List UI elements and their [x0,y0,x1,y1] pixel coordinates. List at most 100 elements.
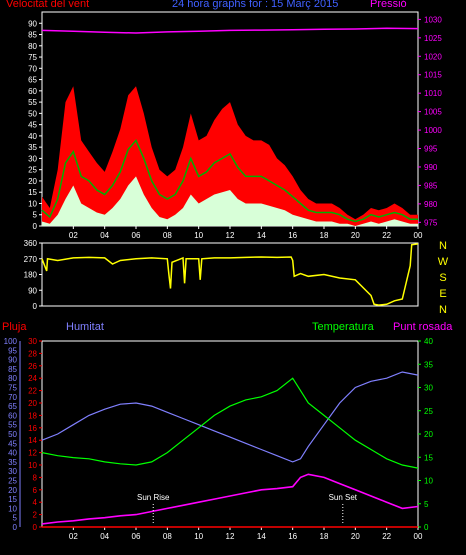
humidity-x-tick-label-20: 20 [351,532,360,541]
direction-y-tick-label-0: 0 [33,302,38,311]
wind-pressure-chart: 0510152025303540455055606570758085909759… [28,11,442,240]
wind-y-tick-label-75: 75 [28,53,37,62]
compass-s: S [439,272,447,284]
humidity-x-tick-label-16: 16 [288,532,297,541]
temp-y-tick-label-12: 12 [28,449,37,458]
sunset-label: Sun Set [329,493,358,502]
compass-w: W [437,256,449,268]
pressure-y-tick-label-980: 980 [424,200,438,209]
wind-x-tick-label-16: 16 [288,231,297,240]
rain-y-tick-label-0: 0 [13,523,18,532]
wind-y-tick-label-45: 45 [28,121,37,130]
pressure-y-tick-label-1010: 1010 [424,89,442,98]
temp-y-tick-label-18: 18 [28,411,37,420]
humidity-x-tick-label-02: 02 [69,532,78,541]
wind-x-tick-label-06: 06 [132,231,141,240]
wind-direction-chart: 0 90 180 270 360 [24,239,419,311]
wind-y-tick-label-85: 85 [28,31,37,40]
humidity-plot-frame [41,340,419,528]
temp-y-tick-label-10: 10 [28,461,37,470]
direction-y-tick-label-90: 90 [28,286,37,295]
right-y-tick-label-35: 35 [424,360,433,369]
wind-y-tick-label-70: 70 [28,64,37,73]
right-y-tick-label-0: 0 [424,523,429,532]
wind-y-tick-label-15: 15 [28,188,37,197]
rain-y-tick-label-90: 90 [8,356,17,365]
dewpoint-title: Punt rosada [393,321,453,333]
wind-x-tick-label-22: 22 [382,231,391,240]
dewpoint-line [41,473,419,525]
wind-y-tick-label-60: 60 [28,87,37,96]
temp-y-tick-label-2: 2 [33,511,38,520]
pressure-y-tick-label-995: 995 [424,145,438,154]
pressure-y-tick-label-1000: 1000 [424,126,442,135]
humidity-x-tick-label-06: 06 [132,532,141,541]
pressure-y-tick-label-1015: 1015 [424,71,442,80]
humidity-x-tick-label-00: 00 [414,532,423,541]
humidity-x-tick-label-14: 14 [257,532,266,541]
humidity-x-tick-label-08: 08 [163,532,172,541]
right-y-tick-label-20: 20 [424,430,433,439]
wind-x-tick-label-00: 00 [414,231,423,240]
rain-y-tick-label-65: 65 [8,402,17,411]
wind-x-tick-label-04: 04 [100,231,109,240]
wind-y-tick-label-0: 0 [33,222,38,231]
pressure-y-tick-label-975: 975 [424,218,438,227]
right-y-tick-label-10: 10 [424,477,433,486]
right-y-tick-label-40: 40 [424,337,433,346]
pressure-title: Pressió [370,0,407,10]
chart-date-title: 24 hora graphs for : 15 Març 2015 [172,0,339,10]
temp-y-tick-label-4: 4 [33,498,38,507]
wind-y-tick-label-50: 50 [28,109,37,118]
temp-y-tick-label-14: 14 [28,436,37,445]
wind-direction-line [41,243,419,306]
pressure-y-tick-label-1005: 1005 [424,108,442,117]
direction-y-tick-label-180: 180 [24,271,38,280]
humidity-temperature-chart: 0510152025303540455055606570758085909510… [4,337,434,541]
humidity-x-tick-label-12: 12 [226,532,235,541]
rain-y-tick-label-95: 95 [8,346,17,355]
wind-y-tick-label-40: 40 [28,132,37,141]
temp-y-tick-label-16: 16 [28,424,37,433]
rain-y-tick-label-75: 75 [8,384,17,393]
rain-y-tick-label-100: 100 [4,337,18,346]
wind-y-tick-label-55: 55 [28,98,37,107]
rain-y-tick-label-45: 45 [8,439,17,448]
humidity-title: Humitat [66,321,104,333]
wind-x-tick-label-12: 12 [226,231,235,240]
wind-x-tick-label-08: 08 [163,231,172,240]
wind-y-tick-label-25: 25 [28,166,37,175]
humidity-x-tick-label-04: 04 [100,532,109,541]
wind-y-tick-label-5: 5 [33,211,38,220]
rain-y-tick-label-55: 55 [8,421,17,430]
rain-y-tick-label-25: 25 [8,477,17,486]
pressure-y-tick-label-1030: 1030 [424,15,442,24]
wind-x-tick-label-10: 10 [194,231,203,240]
temp-y-tick-label-20: 20 [28,399,37,408]
temperature-title: Temperatura [312,321,374,333]
rain-title: Pluja [2,321,27,333]
wind-speed-title: Velocitat del vent [6,0,90,10]
wind-y-tick-label-80: 80 [28,42,37,51]
temp-y-tick-label-8: 8 [33,473,38,482]
rain-y-tick-label-50: 50 [8,430,17,439]
wind-y-tick-label-35: 35 [28,143,37,152]
rain-y-tick-label-40: 40 [8,449,17,458]
wind-y-tick-label-90: 90 [28,19,37,28]
temp-y-tick-label-0: 0 [33,523,38,532]
wind-y-tick-label-20: 20 [28,177,37,186]
temp-y-tick-label-28: 28 [28,349,37,358]
rain-y-tick-label-60: 60 [8,411,17,420]
rain-y-tick-label-5: 5 [13,514,18,523]
wind-y-tick-label-30: 30 [28,154,37,163]
temp-y-tick-label-22: 22 [28,387,37,396]
wind-y-tick-label-10: 10 [28,199,37,208]
temp-y-tick-label-30: 30 [28,337,37,346]
rain-y-tick-label-70: 70 [8,393,17,402]
wind-min-area [42,176,418,226]
wind-x-tick-label-02: 02 [69,231,78,240]
rain-y-tick-label-15: 15 [8,495,17,504]
rain-y-tick-label-85: 85 [8,365,17,374]
direction-plot-frame [41,242,419,307]
